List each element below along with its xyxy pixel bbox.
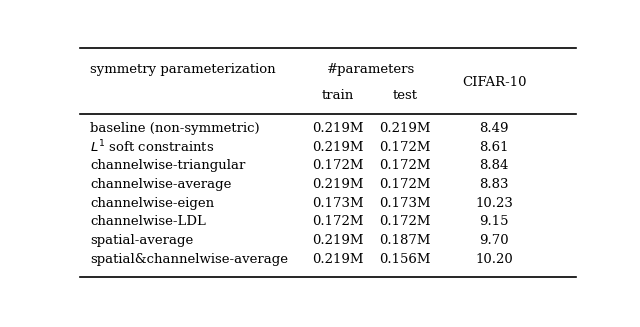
- Text: 0.172M: 0.172M: [379, 141, 431, 154]
- Text: 0.219M: 0.219M: [312, 252, 364, 266]
- Text: 0.187M: 0.187M: [379, 234, 431, 247]
- Text: 10.20: 10.20: [476, 252, 513, 266]
- Text: 0.172M: 0.172M: [379, 215, 431, 228]
- Text: 9.70: 9.70: [479, 234, 509, 247]
- Text: 0.156M: 0.156M: [379, 252, 431, 266]
- Text: 0.172M: 0.172M: [379, 159, 431, 172]
- Text: #parameters: #parameters: [327, 63, 415, 76]
- Text: channelwise-average: channelwise-average: [90, 178, 231, 191]
- Text: test: test: [392, 89, 417, 102]
- Text: 8.49: 8.49: [479, 122, 509, 135]
- Text: 10.23: 10.23: [476, 197, 513, 210]
- Text: channelwise-eigen: channelwise-eigen: [90, 197, 214, 210]
- Text: 0.172M: 0.172M: [312, 215, 364, 228]
- Text: 9.15: 9.15: [479, 215, 509, 228]
- Text: channelwise-triangular: channelwise-triangular: [90, 159, 245, 172]
- Text: 0.219M: 0.219M: [312, 178, 364, 191]
- Text: symmetry parameterization: symmetry parameterization: [90, 63, 276, 76]
- Text: train: train: [322, 89, 354, 102]
- Text: 0.219M: 0.219M: [312, 234, 364, 247]
- Text: CIFAR-10: CIFAR-10: [462, 76, 527, 89]
- Text: $L^1$ soft constraints: $L^1$ soft constraints: [90, 139, 214, 156]
- Text: 0.219M: 0.219M: [379, 122, 431, 135]
- Text: channelwise-LDL: channelwise-LDL: [90, 215, 206, 228]
- Text: 8.61: 8.61: [479, 141, 509, 154]
- Text: spatial&channelwise-average: spatial&channelwise-average: [90, 252, 288, 266]
- Text: 0.172M: 0.172M: [379, 178, 431, 191]
- Text: spatial-average: spatial-average: [90, 234, 193, 247]
- Text: 0.219M: 0.219M: [312, 141, 364, 154]
- Text: 0.173M: 0.173M: [312, 197, 364, 210]
- Text: 8.83: 8.83: [479, 178, 509, 191]
- Text: 8.84: 8.84: [479, 159, 509, 172]
- Text: 0.172M: 0.172M: [312, 159, 364, 172]
- Text: 0.219M: 0.219M: [312, 122, 364, 135]
- Text: 0.173M: 0.173M: [379, 197, 431, 210]
- Text: baseline (non-symmetric): baseline (non-symmetric): [90, 122, 260, 135]
